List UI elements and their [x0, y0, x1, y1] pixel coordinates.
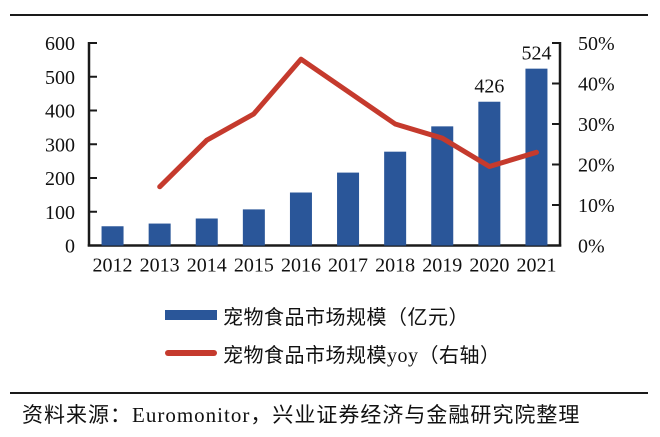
top-rule-line: [10, 14, 648, 16]
x-axis-tick-label: 2017: [328, 255, 368, 277]
right-axis-tick-label: 20%: [578, 155, 615, 177]
bar-value-label: 426: [474, 76, 504, 98]
left-axis-tick-label: 200: [45, 168, 75, 190]
x-axis-tick-label: 2021: [516, 255, 556, 277]
legend-item-market-size: 宠物食品市场规模（亿元）: [165, 302, 501, 329]
x-axis-tick-label: 2018: [375, 255, 415, 277]
x-axis-tick-label: 2014: [187, 255, 227, 277]
bar-2021: [525, 68, 548, 246]
source-note: 资料来源：Euromonitor，兴业证券经济与金融研究院整理: [22, 403, 581, 427]
bar-2020: [478, 101, 501, 246]
left-axis-tick-label: 600: [45, 33, 75, 55]
chart-legend: 宠物食品市场规模（亿元） 宠物食品市场规模yoy（右轴）: [165, 302, 501, 367]
pet-food-market-chart: 600 500 400 300 200 100 0 50% 40% 30% 20% 10% 0% 2012…: [45, 33, 615, 277]
legend-bar-swatch: [165, 310, 217, 320]
left-axis-tick-label: 100: [45, 202, 75, 224]
bottom-rule-line: [10, 392, 648, 394]
legend-label-yoy: 宠物食品市场规模yoy（右轴）: [223, 344, 501, 367]
left-axis-tick-label: 400: [45, 101, 75, 123]
legend-line-swatch: [165, 350, 217, 356]
x-axis-tick-label: 2015: [234, 255, 274, 277]
legend-label-market-size: 宠物食品市场规模（亿元）: [223, 306, 469, 329]
bar-2018: [384, 151, 407, 246]
left-axis-tick-label: 0: [65, 236, 75, 258]
bar-2016: [289, 192, 312, 246]
bar-value-label: 524: [521, 43, 551, 65]
bar-2014: [195, 218, 218, 246]
bar-2019: [431, 126, 454, 246]
right-axis-tick-label: 0%: [578, 236, 605, 258]
right-axis-tick-label: 40%: [578, 74, 615, 96]
bar-2017: [337, 172, 360, 246]
right-axis-tick-label: 50%: [578, 33, 615, 55]
x-axis-tick-label: 2020: [469, 255, 509, 277]
yoy-line: [157, 56, 539, 190]
right-axis-tick-label: 10%: [578, 195, 615, 217]
x-axis-tick-label: 2012: [93, 255, 133, 277]
bar-2013: [148, 223, 171, 246]
x-axis-tick-label: 2013: [140, 255, 180, 277]
bar-2012: [101, 226, 124, 246]
left-axis-tick-label: 500: [45, 67, 75, 89]
x-axis-tick-label: 2016: [281, 255, 321, 277]
right-axis-tick-label: 30%: [578, 114, 615, 136]
bar-2015: [242, 209, 265, 246]
left-axis-tick-label: 300: [45, 134, 75, 156]
legend-item-yoy: 宠物食品市场规模yoy（右轴）: [165, 340, 501, 367]
x-axis-tick-label: 2019: [422, 255, 462, 277]
